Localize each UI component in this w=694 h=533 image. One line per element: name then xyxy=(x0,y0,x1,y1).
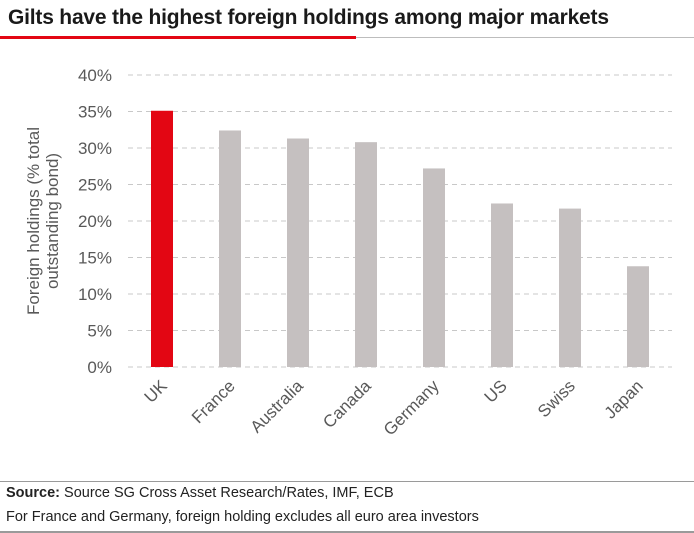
bar-uk xyxy=(151,110,173,368)
bar-france xyxy=(219,130,241,367)
y-tick-label: 15% xyxy=(78,249,112,268)
x-tick-label: Canada xyxy=(319,376,375,432)
y-tick-label: 20% xyxy=(78,212,112,231)
x-tick-label: US xyxy=(481,376,511,406)
x-tick-label: Japan xyxy=(601,376,647,422)
x-tick-label: France xyxy=(188,376,239,427)
bar-japan xyxy=(627,266,649,367)
y-tick-label: 25% xyxy=(78,176,112,195)
bar-australia xyxy=(287,138,309,367)
bar-chart: 0% 5% 10% 15% 20% 25% 30% 35% 40% UK France Austral… xyxy=(24,66,672,439)
y-tick-label: 35% xyxy=(78,103,112,122)
y-tick-label: 30% xyxy=(78,139,112,158)
x-tick-label: UK xyxy=(141,376,172,407)
y-tick-label: 0% xyxy=(87,358,112,377)
y-tick-label: 40% xyxy=(78,66,112,85)
bar-canada xyxy=(355,142,377,367)
source-line: Source: Source SG Cross Asset Research/R… xyxy=(6,485,394,501)
bar-swiss xyxy=(559,208,581,367)
footnote: For France and Germany, foreign holding … xyxy=(6,509,479,525)
bar-germany xyxy=(423,168,445,367)
bottom-divider xyxy=(0,531,694,533)
y-axis-title-line: outstanding bond) xyxy=(43,153,62,289)
bar-us xyxy=(491,203,513,367)
source-text: Source SG Cross Asset Research/Rates, IM… xyxy=(64,485,394,501)
title-underline xyxy=(356,37,694,38)
y-axis-title: Foreign holdings (% totaloutstanding bon… xyxy=(24,127,62,315)
x-tick-label: Germany xyxy=(380,376,443,439)
title-underline-accent xyxy=(0,36,356,39)
y-tick-label: 10% xyxy=(78,285,112,304)
y-tick-label: 5% xyxy=(87,322,112,341)
footer-divider xyxy=(0,481,694,482)
x-tick-label: Swiss xyxy=(534,376,579,421)
chart-title: Gilts have the highest foreign holdings … xyxy=(8,6,609,29)
x-tick-label: Australia xyxy=(247,376,308,437)
source-label: Source: xyxy=(6,485,60,501)
y-axis-title-line: Foreign holdings (% total xyxy=(24,127,43,315)
